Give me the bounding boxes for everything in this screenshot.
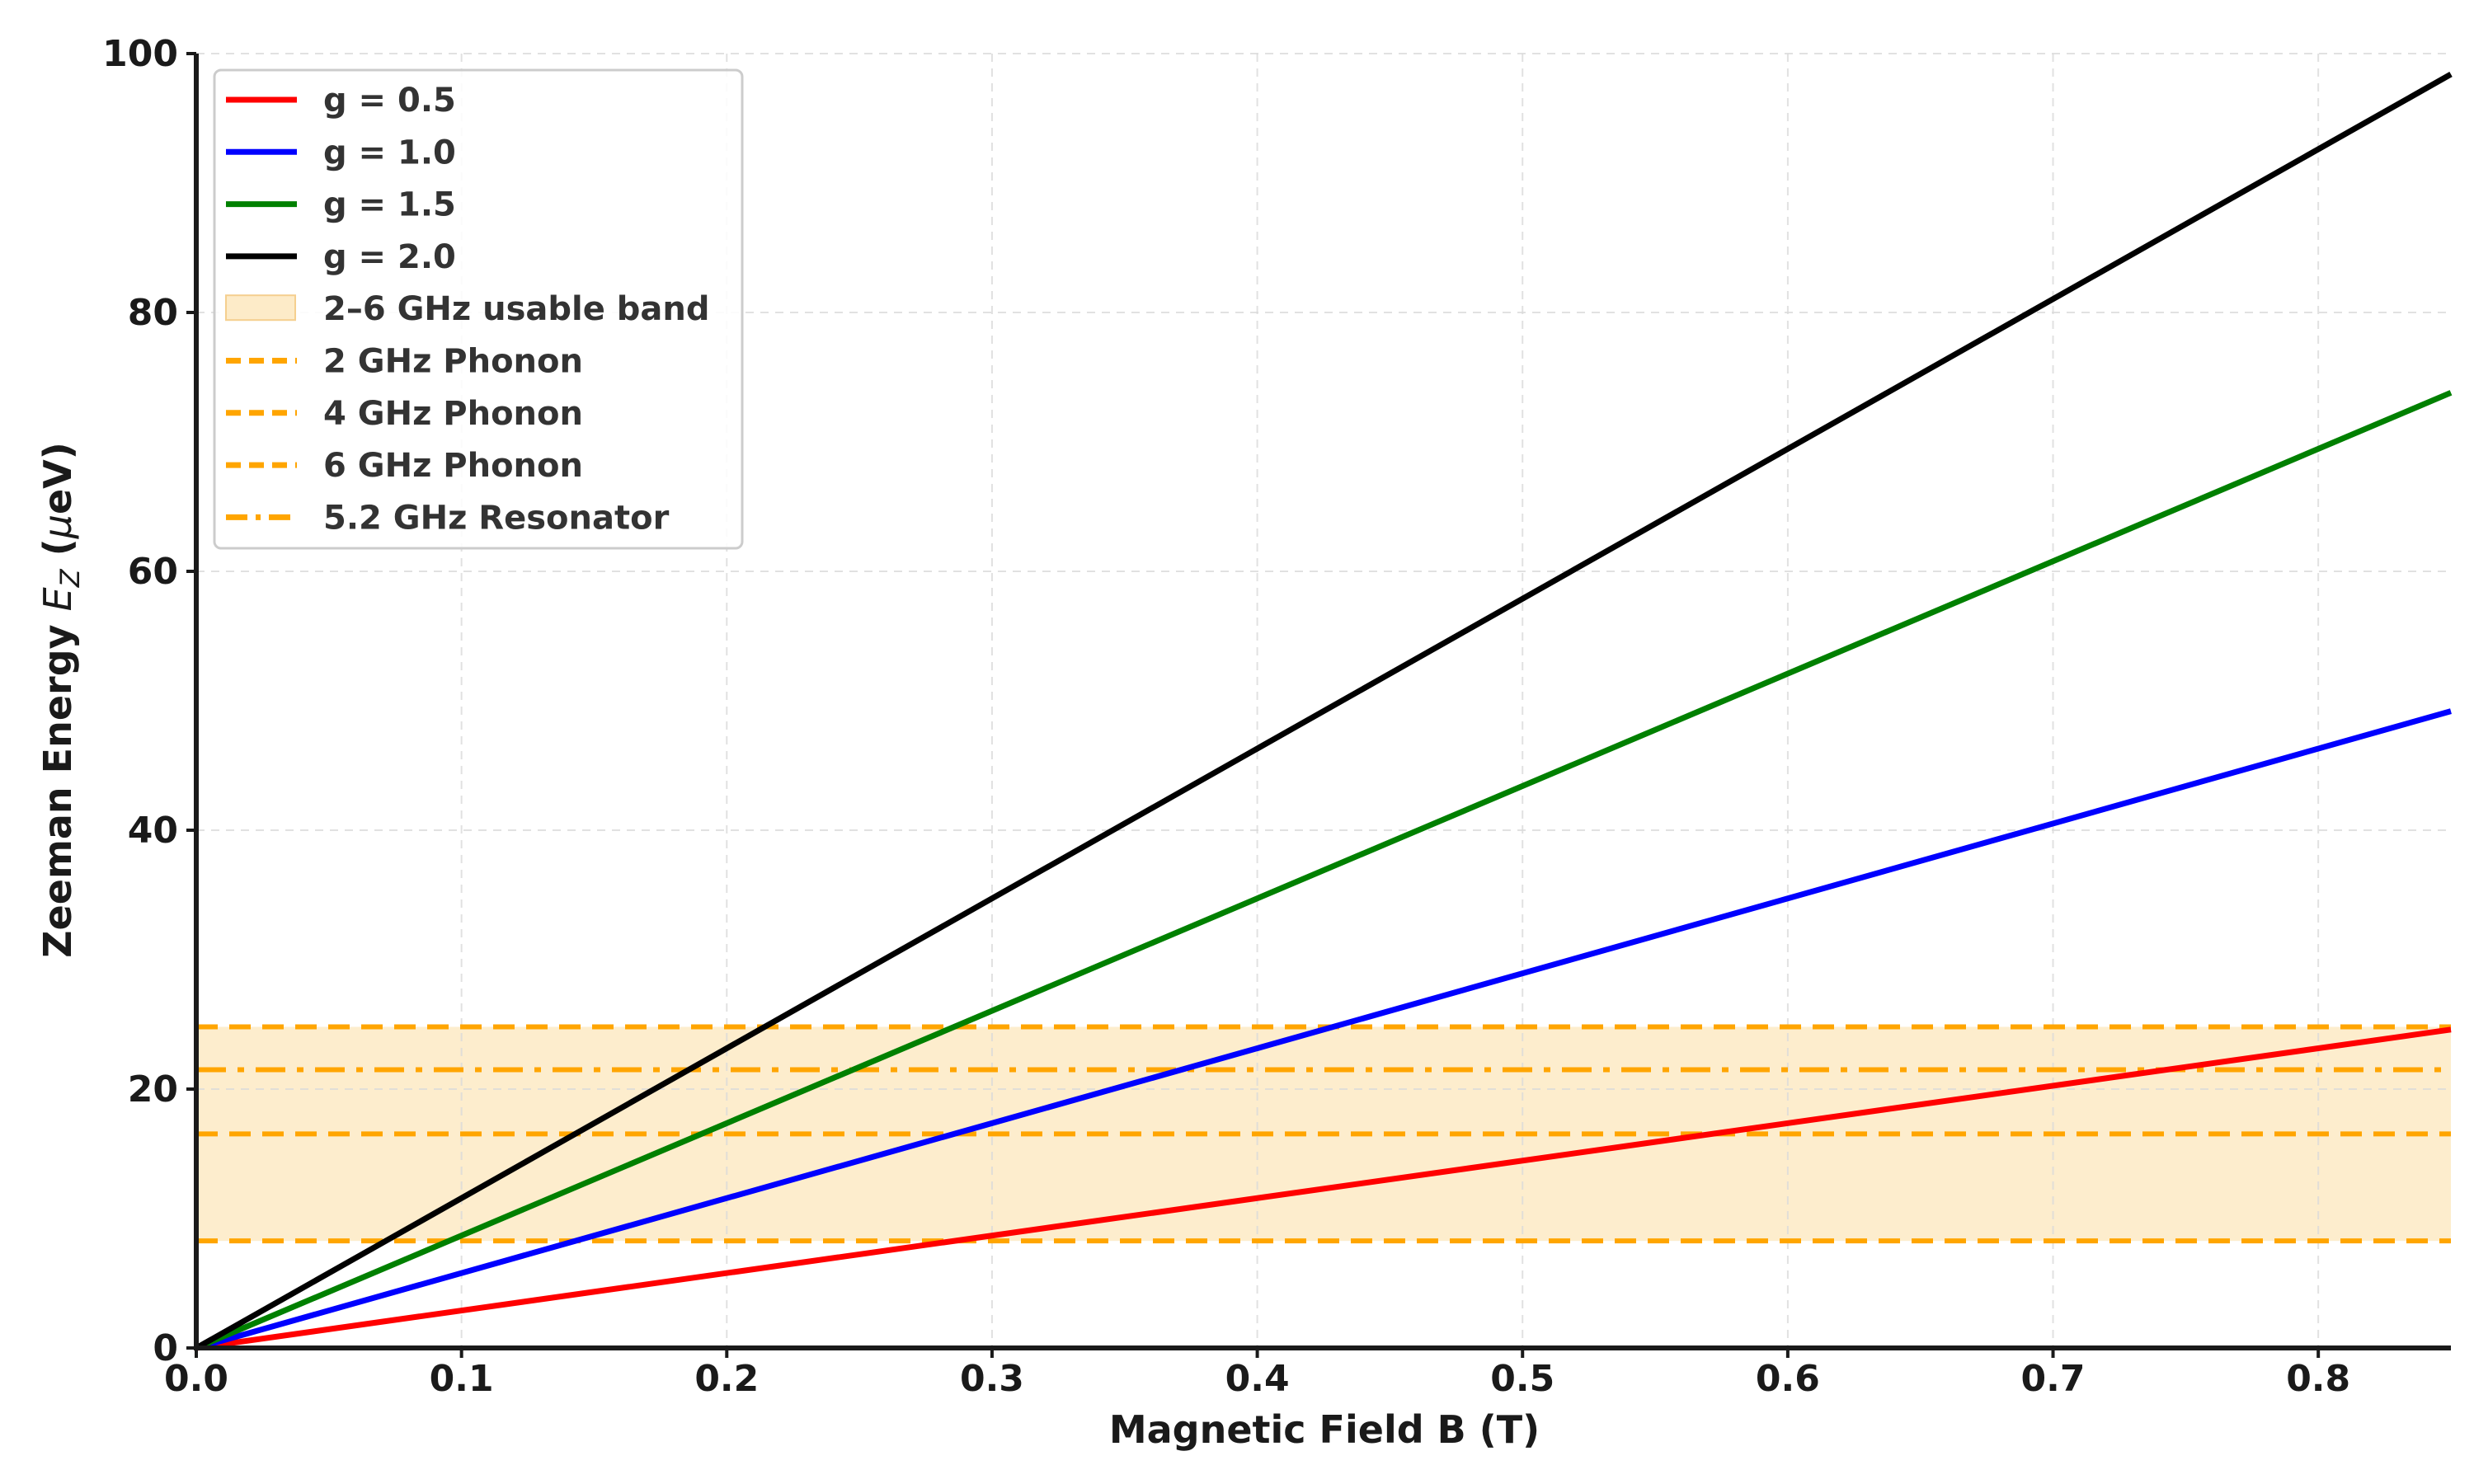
y-tick-label: 20 — [128, 1068, 178, 1111]
y-tick-label: 100 — [102, 33, 178, 75]
legend-box — [213, 68, 744, 550]
legend-label-2: g = 1.0 — [323, 134, 456, 171]
x-tick-label: 0.1 — [430, 1358, 494, 1400]
legend-label-8: 6 GHz Phonon — [323, 447, 583, 485]
series-line-4 — [195, 72, 2453, 1351]
legend-label-1: g = 0.5 — [323, 82, 456, 120]
legend: g = 0.5 g = 1.0 g = 1.5 g = 2.0 2–6 GHz usab… — [213, 68, 744, 550]
legend-label-9: 5.2 GHz Resonator — [323, 499, 670, 537]
series-line-2 — [195, 708, 2452, 1351]
tick-layer: 0.0 0.1 0.2 0.3 0.4 0.5 0.6 0.7 0.8 0 20 40 60 80 100 — [102, 33, 2350, 1400]
x-tick-label: 0.6 — [1756, 1358, 1820, 1400]
axis-layer — [194, 54, 2451, 1350]
x-tick-label: 0.5 — [1490, 1358, 1554, 1400]
x-tick-label: 0.0 — [164, 1358, 228, 1400]
series-layer — [195, 72, 2453, 1351]
legend-label-7: 4 GHz Phonon — [323, 395, 583, 433]
x-tick-label: 0.7 — [2021, 1358, 2086, 1400]
legend-label-5: 2–6 GHz usable band — [323, 290, 710, 328]
series-line-1 — [195, 1026, 2452, 1351]
x-tick-label: 0.2 — [694, 1358, 759, 1400]
y-tick-label: 40 — [128, 810, 178, 852]
x-axis-label: Magnetic Field B (T) — [1109, 1407, 1540, 1452]
legend-label-6: 2 GHz Phonon — [323, 343, 583, 381]
x-tick-label: 0.3 — [960, 1358, 1024, 1400]
y-tick-label: 80 — [128, 292, 178, 334]
legend-label-3: g = 1.5 — [323, 186, 456, 224]
legend-swatch-band — [225, 294, 296, 322]
x-tick-label: 0.8 — [2286, 1358, 2350, 1400]
y-axis-label: Zeeman Energy EZ (μeV) — [35, 442, 86, 958]
y-tick-label: 0 — [153, 1327, 178, 1369]
legend-label-4: g = 2.0 — [323, 238, 456, 276]
series-line-3 — [195, 390, 2453, 1351]
y-tick-label: 60 — [128, 551, 178, 593]
x-tick-label: 0.4 — [1225, 1358, 1290, 1400]
